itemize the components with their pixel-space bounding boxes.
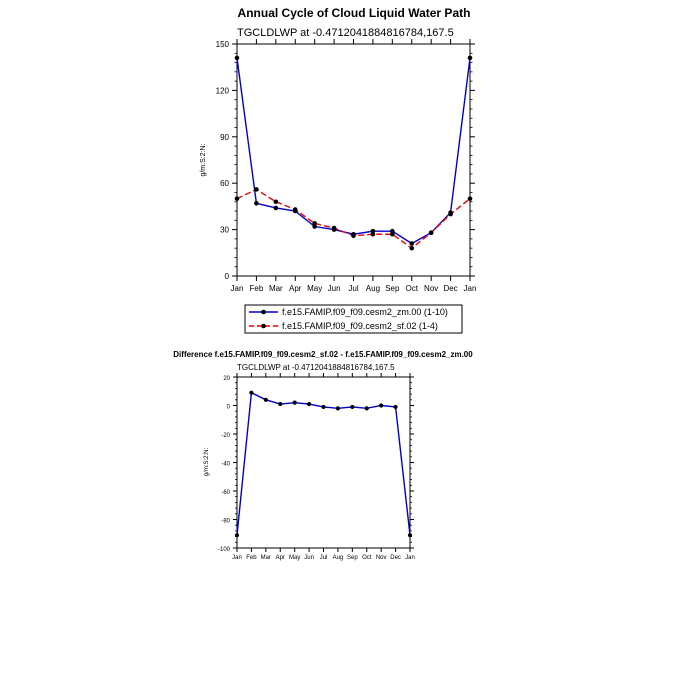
xtick-label: May xyxy=(307,284,322,293)
chart1-title: Annual Cycle of Cloud Liquid Water Path xyxy=(238,6,471,20)
chart1-plot-frame xyxy=(236,43,471,277)
xtick-label: Oct xyxy=(362,555,372,561)
ytick-label: 120 xyxy=(216,86,230,95)
xtick-label: Sep xyxy=(385,284,400,293)
ytick-label: 0 xyxy=(225,272,230,281)
data-point-series2 xyxy=(448,211,453,217)
chart2-title: Difference f.e15.FAMIP.f09_f09.cesm2_sf.… xyxy=(173,350,473,359)
data-point-series1 xyxy=(273,205,279,211)
xtick-label: Feb xyxy=(250,284,264,293)
series-line-1 xyxy=(236,391,411,536)
data-point-series2 xyxy=(409,245,415,251)
ytick-label: -100 xyxy=(218,547,231,553)
legend-box xyxy=(244,304,463,334)
data-point-series2 xyxy=(428,230,434,235)
xtick-label: Aug xyxy=(333,555,344,561)
data-point-series2 xyxy=(312,221,317,226)
legend-label-series1: f.e15.FAMIP.f09_f09.cesm2_zm.00 (1-10) xyxy=(282,307,448,317)
data-point-series1 xyxy=(321,404,326,410)
chart2-subtitle: TGCLDLWP at -0.4712041884816784,167.5 xyxy=(237,363,395,372)
legend-marker-series2 xyxy=(261,323,266,329)
xtick-label: Apr xyxy=(276,555,285,561)
xtick-label: Oct xyxy=(406,284,419,293)
xtick-label: Jun xyxy=(304,555,314,561)
legend-label-series2: f.e15.FAMIP.f09_f09.cesm2_sf.02 (1-4) xyxy=(282,321,438,331)
xtick-label: Nov xyxy=(424,284,438,293)
data-point-series1 xyxy=(263,397,268,402)
data-point-series1 xyxy=(467,55,473,61)
xtick-label: Feb xyxy=(246,555,257,561)
data-point-series2 xyxy=(273,199,279,205)
data-point-series2 xyxy=(331,225,337,231)
xtick-label: Aug xyxy=(366,284,380,293)
xtick-label: Sep xyxy=(347,555,358,561)
xtick-label: Apr xyxy=(289,284,302,293)
xtick-label: Jun xyxy=(328,284,341,293)
data-point-series1 xyxy=(393,404,398,410)
xtick-label: Mar xyxy=(261,555,271,561)
data-point-series1 xyxy=(350,404,355,410)
chart2-plot-frame xyxy=(236,376,411,549)
ytick-label: -20 xyxy=(221,433,230,439)
ytick-label: 150 xyxy=(216,40,230,49)
xtick-label: Jul xyxy=(320,555,328,561)
chart2-ylabel: g/m:S:2:N: xyxy=(204,447,210,476)
xtick-label: Dec xyxy=(443,284,457,293)
data-point-series2 xyxy=(351,233,356,239)
data-point-series1 xyxy=(234,533,240,538)
ytick-label: 90 xyxy=(220,133,229,142)
ytick-label: -80 xyxy=(221,519,230,525)
data-point-series1 xyxy=(409,241,415,246)
ytick-label: -40 xyxy=(221,462,230,468)
data-point-series2 xyxy=(390,231,395,237)
chart1-subtitle: TGCLDLWP at -0.4712041884816784,167.5 xyxy=(237,27,454,39)
data-point-series1 xyxy=(306,401,312,407)
data-point-series1 xyxy=(379,403,384,408)
data-point-series2 xyxy=(370,231,376,237)
data-point-series1 xyxy=(407,533,413,538)
chart1-legend: f.e15.FAMIP.f09_f09.cesm2_zm.00 (1-10) f… xyxy=(244,304,463,334)
xtick-label: Mar xyxy=(269,284,283,293)
xtick-label: May xyxy=(289,555,300,561)
data-point-series1 xyxy=(254,201,259,206)
data-point-series1 xyxy=(234,55,240,61)
data-point-series1 xyxy=(292,400,297,405)
data-point-series2 xyxy=(234,196,240,201)
chart1-ylabel: g/m:S:2:N: xyxy=(200,143,207,176)
xtick-label: Jan xyxy=(231,284,244,293)
data-point-series1 xyxy=(364,406,369,411)
xtick-label: Dec xyxy=(390,555,401,561)
ytick-label: 0 xyxy=(227,405,231,411)
legend-marker-series1 xyxy=(261,309,266,315)
xtick-label: Jan xyxy=(405,555,415,561)
series-line-1 xyxy=(236,57,471,245)
ytick-label: -60 xyxy=(221,490,230,496)
xtick-label: Jul xyxy=(348,284,358,293)
data-point-series1 xyxy=(335,406,341,411)
ytick-label: 20 xyxy=(223,376,230,382)
data-point-series2 xyxy=(292,207,298,212)
data-point-series1 xyxy=(249,390,254,395)
series-line-2 xyxy=(236,188,471,250)
data-point-series1 xyxy=(278,401,283,407)
xtick-label: Jan xyxy=(232,555,242,561)
data-point-series2 xyxy=(254,187,259,192)
data-point-series2 xyxy=(467,196,473,201)
ytick-label: 30 xyxy=(220,226,229,235)
xtick-label: Jan xyxy=(464,284,477,293)
xtick-label: Nov xyxy=(376,555,387,561)
ytick-label: 60 xyxy=(220,179,229,188)
